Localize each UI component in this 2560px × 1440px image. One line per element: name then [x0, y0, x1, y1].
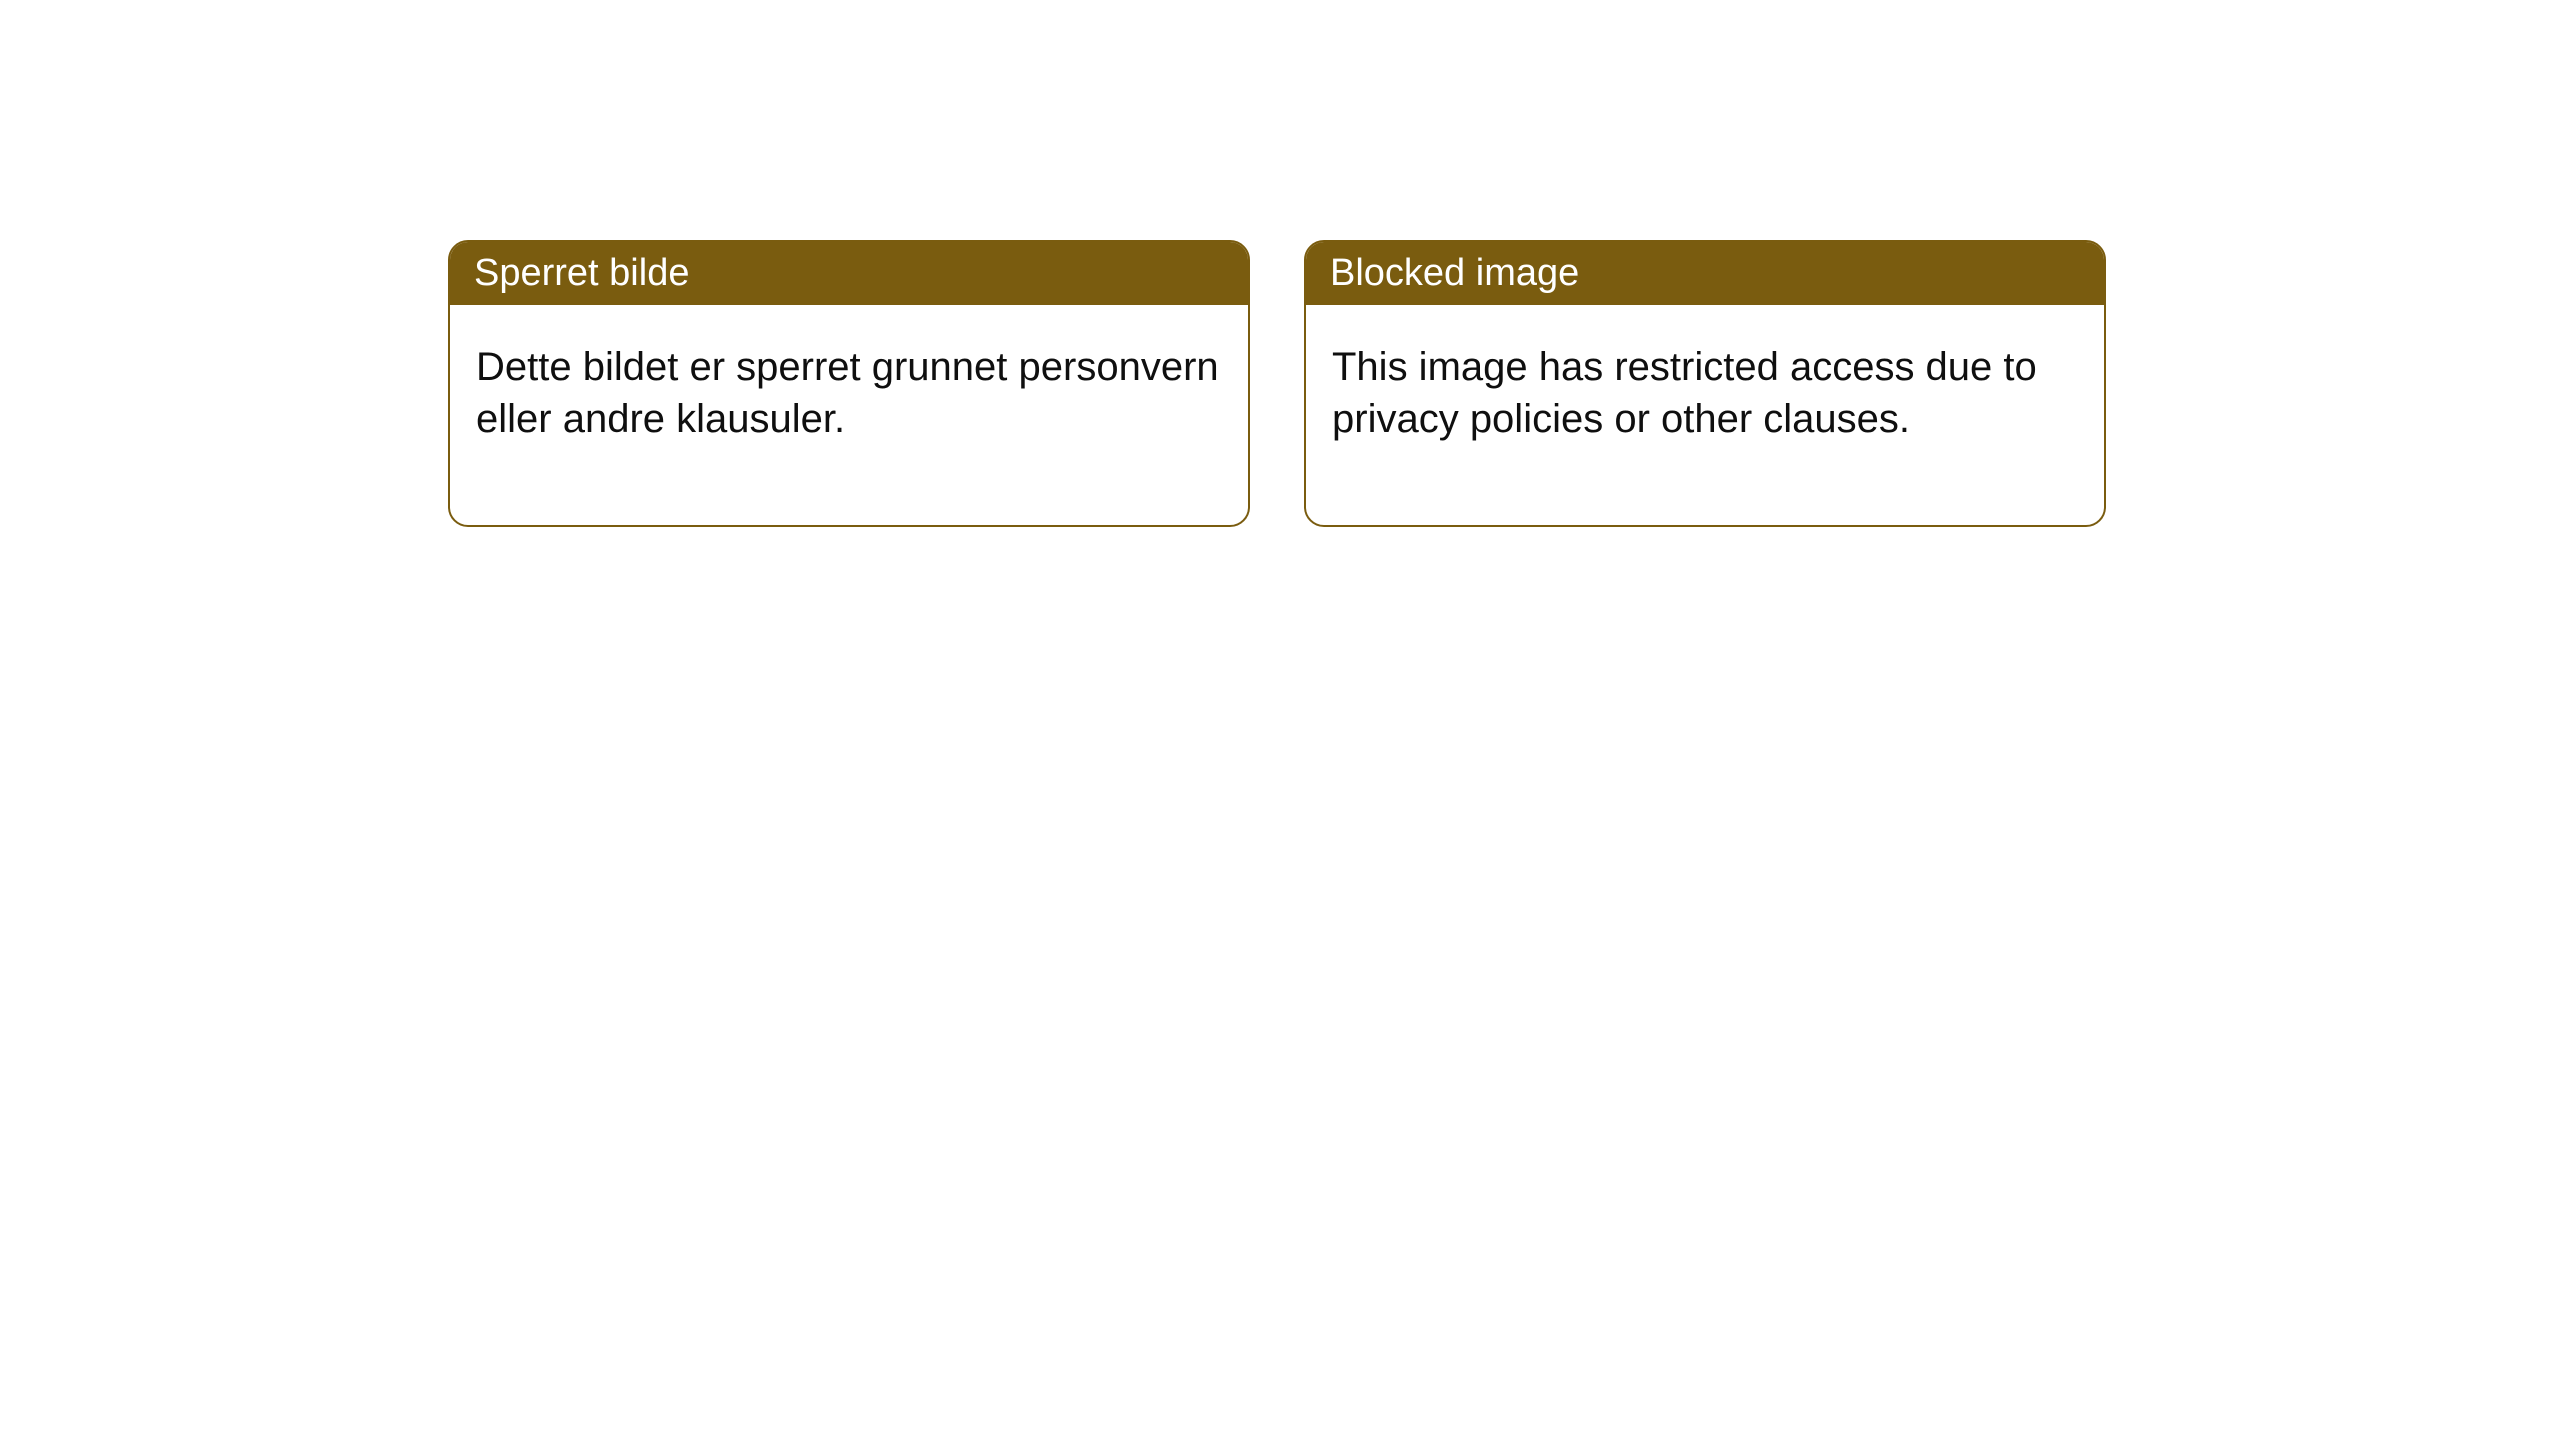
notice-cards-container: Sperret bilde Dette bildet er sperret gr…	[0, 0, 2560, 527]
card-title: Blocked image	[1330, 252, 1579, 294]
card-header: Sperret bilde	[450, 242, 1248, 305]
card-title: Sperret bilde	[474, 252, 689, 294]
card-body: This image has restricted access due to …	[1306, 305, 2104, 525]
card-body-text: Dette bildet er sperret grunnet personve…	[476, 345, 1219, 441]
blocked-image-card-no: Sperret bilde Dette bildet er sperret gr…	[448, 240, 1250, 527]
blocked-image-card-en: Blocked image This image has restricted …	[1304, 240, 2106, 527]
card-body: Dette bildet er sperret grunnet personve…	[450, 305, 1248, 525]
card-body-text: This image has restricted access due to …	[1332, 345, 2037, 441]
card-header: Blocked image	[1306, 242, 2104, 305]
